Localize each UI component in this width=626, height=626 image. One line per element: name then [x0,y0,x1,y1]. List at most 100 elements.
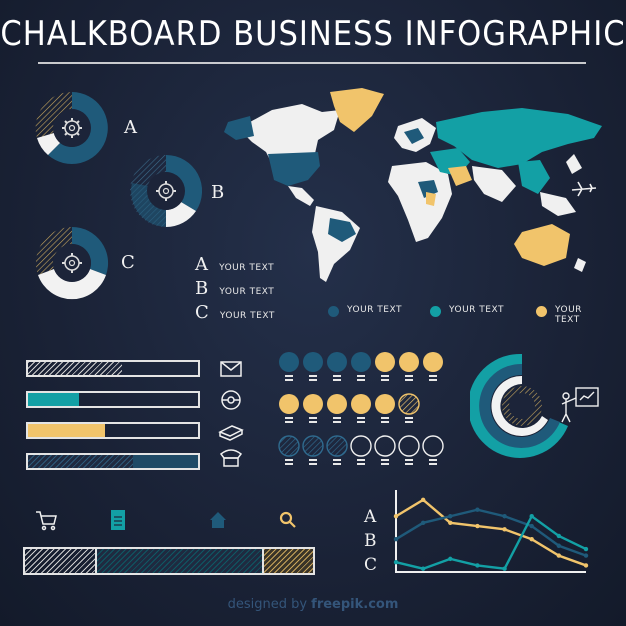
progress-bar-fill [28,362,122,375]
lightbulb-icon [398,393,420,423]
map-usa [268,152,320,186]
data-point [502,527,507,532]
title-underline [38,62,586,64]
y-tick-label: C [364,555,377,575]
progress-bar [26,391,200,408]
progress-bar-fill [28,393,79,406]
legend-letter: C [195,302,209,323]
gear-icon [156,181,176,201]
donut-b [130,154,203,228]
map-north-america [242,104,340,180]
progress-bar-fill [28,424,105,437]
series-line [395,498,587,567]
donut-charts [35,91,203,300]
donut-c [35,226,109,300]
progress-bar [26,360,200,377]
lightbulb-icon [375,352,395,381]
bottom-icons [36,510,296,531]
lightbulb-icon [278,435,300,465]
data-point [448,514,453,519]
segmented-bar [23,547,315,575]
lightbulb-icon [398,435,420,465]
progress-icons [218,361,244,467]
map-australia [514,224,570,266]
telephone-icon [219,449,243,467]
data-point [475,563,480,568]
lightbulb-icon [279,394,299,423]
airplane-icon [571,181,597,197]
progress-bar [26,422,200,439]
legend-letter: A [195,254,208,275]
legend-row: B YOUR TEXT [195,278,275,302]
lightbulb-icon [423,352,443,381]
data-point [420,497,426,503]
data-point [529,537,534,542]
home-icon [210,512,226,528]
lightbulb-icon [303,352,323,381]
data-point [529,523,534,529]
progress-bar [26,453,200,470]
lightbulb-icon [375,394,395,423]
book-icon [218,425,244,441]
legend-text: YOUR TEXT [219,263,275,273]
data-point [502,566,507,571]
page-title: CHALKBOARD BUSINESS INFOGRAPHIC [0,14,626,54]
data-point [556,533,562,539]
map-legend-text: YOUR TEXT [555,305,582,325]
series-line [395,514,587,571]
shopping-cart-icon [36,511,57,531]
segment [25,549,97,573]
lightbulb-icon [351,352,371,381]
legend-dot-blue [328,306,339,317]
world-map [224,88,602,282]
donut-label-b: B [211,182,225,203]
data-point [393,514,399,519]
lightbulb-icon [422,435,444,465]
lightbulb-icon [303,394,323,423]
donut-a [35,91,108,164]
lightbulb-icon [326,435,348,465]
watermark: designed by freepik.com [227,597,399,612]
data-point [502,514,507,519]
donut-label-c: C [121,252,135,273]
legend-letter: B [195,278,209,299]
data-point [420,520,426,525]
data-point [556,553,562,558]
clipboard-icon [111,510,125,530]
legend-row: C YOUR TEXT [195,302,275,326]
steering-wheel-icon [221,390,241,410]
data-point [475,507,480,512]
magnifier-icon [279,511,296,528]
gear-icon [62,118,82,138]
data-point [393,537,399,542]
lightbulb-icon [350,435,372,465]
progress-bar-fill [28,455,134,468]
segment [264,549,313,573]
lightbulb-icon [327,394,347,423]
legend-dot-gold [536,306,547,317]
lightbulb-icon [399,352,419,381]
map-africa [388,162,452,242]
data-point [556,543,562,548]
radial-gauge [470,353,599,458]
legend-text: YOUR TEXT [219,311,275,321]
presentation-icon [561,387,599,423]
lightbulb-icon [302,435,324,465]
data-point [448,520,453,525]
letter-legend: A YOUR TEXT B YOUR TEXT C YOUR TEXT [195,254,275,326]
y-tick-label: A [363,507,377,527]
progress-bar-rest [133,455,198,468]
data-point [448,556,453,562]
map-south-america [312,206,360,282]
data-point [420,566,426,571]
map-legend-text: YOUR TEXT [347,305,402,315]
legend-text: YOUR TEXT [219,287,275,297]
series-line [395,508,587,557]
lightbulb-icon [279,352,299,381]
y-tick-label: B [364,531,377,551]
gear-icon [62,253,82,273]
map-greenland [330,88,384,132]
map-legend-text: YOUR TEXT [449,305,504,315]
map-asia [436,108,602,168]
envelope-icon [220,361,242,377]
